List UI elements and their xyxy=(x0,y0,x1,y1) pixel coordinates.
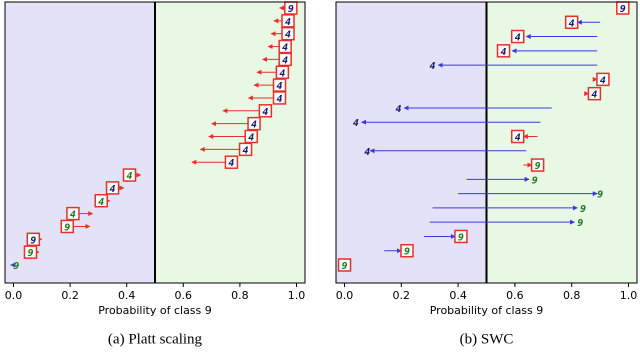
x-tick-label: 0.8 xyxy=(563,289,581,302)
digit-box xyxy=(275,65,290,79)
digit: 4 xyxy=(430,61,436,72)
x-tick-label: 0.4 xyxy=(449,289,467,302)
plot-frame xyxy=(335,1,638,284)
digit-box xyxy=(510,129,525,144)
digit-box xyxy=(26,232,41,247)
digit-box xyxy=(60,219,75,234)
digit-box xyxy=(23,245,38,259)
digit: 4 xyxy=(285,17,291,28)
digit: 4 xyxy=(353,118,359,129)
digit: 4 xyxy=(228,158,234,169)
digit: 4 xyxy=(515,133,521,144)
digit-box xyxy=(400,243,414,258)
digit: 4 xyxy=(248,133,254,144)
digit: 4 xyxy=(569,18,575,29)
digit-box xyxy=(454,229,468,244)
digit-box xyxy=(244,129,258,144)
digit: 4 xyxy=(282,43,288,54)
digit: 4 xyxy=(251,120,257,131)
x-tick-label: 0.8 xyxy=(231,289,249,302)
x-tick-label: 0.2 xyxy=(61,289,79,302)
digit: 4 xyxy=(282,55,288,66)
x-tick-label: 0.6 xyxy=(175,289,193,302)
digit: 9 xyxy=(30,235,36,246)
digit: 4 xyxy=(70,210,76,221)
digit: 4 xyxy=(243,145,249,156)
digit-box xyxy=(258,104,273,118)
x-tick-label: 0.0 xyxy=(336,289,354,302)
digit-box xyxy=(496,44,511,58)
digit: 9 xyxy=(532,175,538,186)
digit-box xyxy=(105,181,120,195)
digit: 4 xyxy=(279,68,285,79)
digit-box xyxy=(94,194,108,208)
x-tick-label: 0.2 xyxy=(393,289,411,302)
x-tick-label: 1.0 xyxy=(288,289,306,302)
digit-box xyxy=(530,158,545,172)
digit: 4 xyxy=(98,197,104,208)
digit: 9 xyxy=(13,261,19,272)
digit: 9 xyxy=(597,190,603,201)
digit-box xyxy=(278,39,292,54)
x-tick-label: 0.4 xyxy=(118,289,136,302)
digit-box xyxy=(272,78,287,92)
digit-box xyxy=(66,206,80,221)
digit: 9 xyxy=(620,4,626,15)
digit: 4 xyxy=(364,147,370,158)
digit-box xyxy=(564,15,579,30)
digit: 4 xyxy=(515,33,521,44)
digit: 9 xyxy=(577,218,583,229)
x-tick-label: 0.0 xyxy=(5,289,23,302)
digit: 4 xyxy=(110,184,116,195)
digit: 4 xyxy=(600,75,606,86)
digit-box xyxy=(122,168,137,182)
digit-box xyxy=(224,155,239,169)
x-tick-label: 1.0 xyxy=(620,289,638,302)
digit-box xyxy=(238,142,253,157)
digit: 4 xyxy=(277,94,283,105)
digit-box xyxy=(281,26,295,41)
caption: (b) SWC xyxy=(460,331,514,347)
digit: 9 xyxy=(535,161,541,172)
digit: 4 xyxy=(277,81,283,92)
digit: 9 xyxy=(580,204,586,215)
digit-box xyxy=(278,52,292,67)
digit: 9 xyxy=(27,248,33,259)
digit: 4 xyxy=(262,107,268,118)
digit-box xyxy=(247,116,261,131)
digit: 4 xyxy=(127,171,133,182)
digit-box xyxy=(281,14,295,28)
x-axis-label: Probability of class 9 xyxy=(98,304,212,317)
x-axis-label: Probability of class 9 xyxy=(430,304,544,317)
digit-box xyxy=(510,29,525,44)
digit: 9 xyxy=(288,4,294,15)
digit: 4 xyxy=(591,90,597,101)
digit-box xyxy=(337,258,352,272)
caption: (a) Platt scaling xyxy=(108,331,203,347)
digit: 9 xyxy=(64,222,70,233)
digit: 9 xyxy=(342,261,348,272)
digit: 9 xyxy=(458,232,464,243)
digit: 4 xyxy=(501,47,507,58)
digit: 9 xyxy=(404,247,410,258)
digit-box xyxy=(596,72,610,87)
digit: 4 xyxy=(285,30,291,41)
digit-box xyxy=(272,91,287,105)
x-tick-label: 0.6 xyxy=(506,289,524,302)
digit-box xyxy=(587,86,602,101)
plot-frame xyxy=(4,1,306,284)
digit: 4 xyxy=(395,104,401,115)
